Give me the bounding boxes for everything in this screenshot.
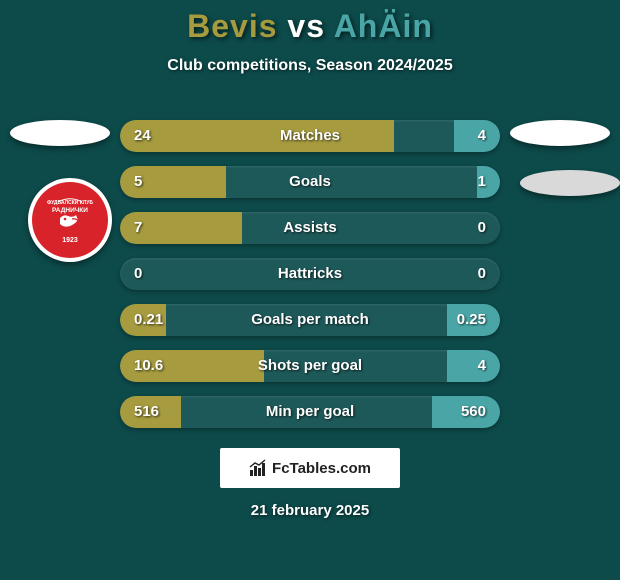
stat-value-right: 4: [478, 350, 486, 382]
stat-label: Assists: [120, 212, 500, 244]
stat-label: Min per goal: [120, 396, 500, 428]
attribution-badge: FcTables.com: [220, 448, 400, 488]
player1-name: Bevis: [187, 8, 277, 44]
stats-container: 24Matches45Goals17Assists00Hattricks00.2…: [120, 120, 500, 442]
player2-badges: [500, 120, 620, 380]
stat-value-right: 0: [478, 258, 486, 290]
player2-name: AhÄin: [334, 8, 433, 44]
vs-separator: vs: [287, 8, 325, 44]
stat-row: 5Goals1: [120, 166, 500, 198]
report-date: 21 february 2025: [0, 502, 620, 519]
player1-photo-placeholder: [10, 120, 110, 146]
stat-label: Goals: [120, 166, 500, 198]
stat-row: 24Matches4: [120, 120, 500, 152]
stat-label: Shots per goal: [120, 350, 500, 382]
player1-badges: ФУДБАЛСКИ КЛУБ РАДНИЧКИ 1923: [0, 120, 120, 380]
svg-text:РАДНИЧКИ: РАДНИЧКИ: [52, 207, 88, 214]
stat-label: Hattricks: [120, 258, 500, 290]
stat-row: 7Assists0: [120, 212, 500, 244]
stat-label: Matches: [120, 120, 500, 152]
subtitle: Club competitions, Season 2024/2025: [0, 57, 620, 75]
club-crest-icon: ФУДБАЛСКИ КЛУБ РАДНИЧКИ 1923: [40, 190, 100, 250]
stat-row: 0.21Goals per match0.25: [120, 304, 500, 336]
player2-photo-placeholder: [510, 120, 610, 146]
stat-row: 10.6Shots per goal4: [120, 350, 500, 382]
stat-value-right: 560: [461, 396, 486, 428]
player2-club-placeholder: [520, 170, 620, 196]
chart-icon: [249, 459, 267, 477]
stat-value-right: 4: [478, 120, 486, 152]
svg-text:ФУДБАЛСКИ КЛУБ: ФУДБАЛСКИ КЛУБ: [47, 200, 93, 206]
stat-value-right: 0.25: [457, 304, 486, 336]
stat-row: 0Hattricks0: [120, 258, 500, 290]
stat-row: 516Min per goal560: [120, 396, 500, 428]
stat-value-right: 0: [478, 212, 486, 244]
stat-label: Goals per match: [120, 304, 500, 336]
svg-text:1923: 1923: [62, 237, 78, 244]
comparison-title: Bevis vs AhÄin: [0, 0, 620, 45]
stat-value-right: 1: [478, 166, 486, 198]
attribution-text: FcTables.com: [272, 460, 371, 477]
player1-club-logo: ФУДБАЛСКИ КЛУБ РАДНИЧКИ 1923: [28, 178, 112, 262]
